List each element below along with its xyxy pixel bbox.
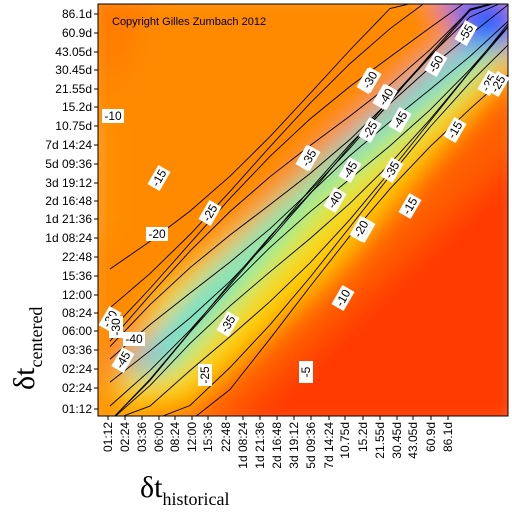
y-tick-label: 08:24 bbox=[62, 306, 92, 320]
contour-line bbox=[114, 20, 508, 416]
svg-text:-20: -20 bbox=[148, 227, 166, 241]
y-tick-label: 2d 16:48 bbox=[45, 194, 92, 208]
y-axis-symbol: δt bbox=[8, 367, 41, 390]
y-tick-label: 02:24 bbox=[62, 362, 92, 376]
y-tick-label: 3d 19:12 bbox=[45, 176, 92, 190]
x-tick-label: 15:36 bbox=[201, 422, 215, 452]
y-tick-label: 15:36 bbox=[62, 269, 92, 283]
x-tick-label: 60.9d bbox=[424, 422, 438, 452]
x-tick-label: 10.75d bbox=[338, 422, 352, 459]
x-tick-label: 12:00 bbox=[185, 422, 199, 452]
y-axis-subscript: centered bbox=[26, 307, 46, 368]
x-tick-label: 06:00 bbox=[152, 422, 166, 452]
contour-label: -25 bbox=[198, 364, 212, 386]
x-axis-symbol: δt bbox=[140, 471, 163, 504]
x-tick-label: 2d 16:48 bbox=[270, 422, 284, 469]
x-tick-label: 3d 19:12 bbox=[287, 422, 301, 469]
x-tick-label: 5d 09:36 bbox=[304, 422, 318, 469]
y-tick-label: 30.45d bbox=[55, 63, 92, 77]
contour-line bbox=[109, 4, 494, 342]
contour-line bbox=[195, 74, 508, 416]
contour-label: -30 bbox=[109, 316, 123, 338]
contour-label: -10 bbox=[102, 109, 124, 123]
y-axis-ticks: 01:12 02:24 02:24 03:36 06:00 08:24 12:00 15:36… bbox=[45, 7, 98, 416]
y-tick-label: 02:24 bbox=[62, 381, 92, 395]
x-axis-ticks: 01:12 02:24 03:36 06:00 08:24 12:00 15:36 22:48… bbox=[101, 416, 455, 469]
contour-line bbox=[114, 23, 508, 416]
y-tick-label: 10.75d bbox=[55, 119, 92, 133]
y-tick-label: 06:00 bbox=[62, 324, 92, 338]
heatmap-field bbox=[98, 4, 508, 416]
y-tick-label: 7d 14:24 bbox=[45, 138, 92, 152]
y-tick-label: 86.1d bbox=[62, 7, 92, 21]
x-axis-subscript: historical bbox=[162, 489, 229, 509]
y-tick-label: 15.2d bbox=[62, 100, 92, 114]
svg-text:-30: -30 bbox=[109, 318, 123, 336]
contour-line bbox=[109, 4, 411, 270]
plot-frame bbox=[97, 3, 509, 417]
contour-line bbox=[114, 25, 508, 416]
contour-lines bbox=[109, 4, 508, 416]
x-tick-label: 1d 08:24 bbox=[236, 422, 250, 469]
svg-text:-25: -25 bbox=[198, 366, 212, 384]
contour-line bbox=[109, 4, 495, 347]
y-tick-label: 01:12 bbox=[62, 402, 92, 416]
copyright-text: Copyright Gilles Zumbach 2012 bbox=[112, 16, 266, 28]
x-tick-label: 01:12 bbox=[101, 422, 115, 452]
contour-line bbox=[109, 4, 492, 360]
contour-line bbox=[122, 26, 508, 416]
y-tick-label: 43.05d bbox=[55, 45, 92, 59]
y-tick-label: 21.55d bbox=[55, 82, 92, 96]
svg-text:-10: -10 bbox=[104, 109, 122, 123]
y-tick-label: 12:00 bbox=[62, 288, 92, 302]
x-tick-label: 02:24 bbox=[118, 422, 132, 452]
x-tick-label: 1d 21:36 bbox=[253, 422, 267, 469]
x-tick-label: 22:48 bbox=[219, 422, 233, 452]
x-tick-label: 86.1d bbox=[441, 422, 455, 452]
x-tick-label: 7d 14:24 bbox=[322, 422, 336, 469]
contour-line bbox=[109, 4, 425, 309]
x-tick-label: 15.2d bbox=[356, 422, 370, 452]
y-tick-label: 22:48 bbox=[62, 250, 92, 264]
y-tick-label: 1d 21:36 bbox=[45, 212, 92, 226]
svg-text:δthistorical: δthistorical bbox=[140, 471, 229, 509]
y-tick-label: 5d 09:36 bbox=[45, 157, 92, 171]
x-tick-label: 43.05d bbox=[406, 422, 420, 459]
y-axis-title: δtcentered bbox=[8, 307, 46, 390]
contour-label: -5 bbox=[299, 361, 313, 383]
y-tick-label: 03:36 bbox=[62, 343, 92, 357]
x-tick-label: 30.45d bbox=[390, 422, 404, 459]
y-tick-label: 60.9d bbox=[62, 26, 92, 40]
contour-line bbox=[109, 4, 464, 332]
svg-text:-40: -40 bbox=[125, 332, 143, 346]
contour-line bbox=[161, 44, 508, 416]
x-tick-label: 03:36 bbox=[135, 422, 149, 452]
x-axis-title: δthistorical bbox=[140, 471, 229, 509]
svg-text:-5: -5 bbox=[299, 366, 313, 377]
contour-label: -40 bbox=[123, 332, 145, 346]
y-tick-label: 1d 08:24 bbox=[45, 231, 92, 245]
x-tick-label: 21.55d bbox=[373, 422, 387, 459]
svg-text:δtcentered: δtcentered bbox=[8, 307, 46, 390]
x-tick-label: 08:24 bbox=[168, 422, 182, 452]
contour-label: -20 bbox=[146, 227, 168, 241]
